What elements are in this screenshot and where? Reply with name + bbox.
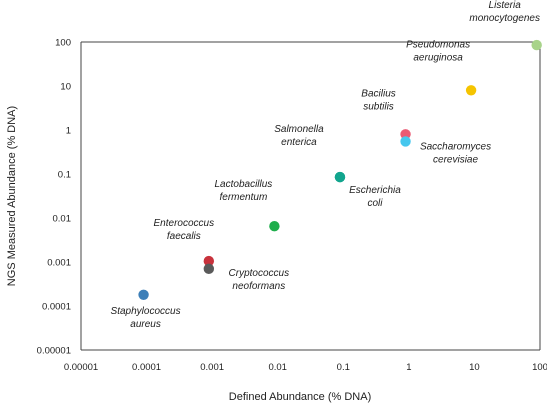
y-tick-label: 0.00001 (37, 346, 71, 357)
y-tick-label: 0.001 (47, 258, 71, 269)
data-point (400, 129, 411, 140)
y-tick-label: 0.01 (53, 214, 72, 225)
data-point (400, 136, 411, 147)
x-tick-label: 1 (406, 362, 411, 373)
x-tick-labels: 0.00001 0.0001 0.001 0.01 0.1 1 10 100 (64, 362, 547, 373)
y-tick-label: 0.1 (58, 170, 71, 181)
data-points (138, 39, 542, 300)
point-label: aureus (130, 319, 161, 330)
data-point (203, 263, 215, 275)
x-tick-label: 100 (532, 362, 547, 373)
point-label: Cryptococcus (229, 268, 290, 279)
x-tick-label: 0.001 (200, 362, 224, 373)
point-label: Lactobacillus (214, 179, 272, 190)
point-label: monocytogenes (469, 13, 540, 24)
point-label: cerevisiae (433, 154, 478, 165)
y-tick-label: 1 (66, 126, 71, 137)
x-tick-label: 10 (469, 362, 480, 373)
point-label: neoformans (232, 281, 285, 292)
x-tick-label: 0.00001 (64, 362, 98, 373)
point-label: Pseudomonas (406, 39, 470, 50)
point-label: Saccharomyces (420, 141, 491, 152)
point-label: faecalis (167, 231, 201, 242)
y-tick-label: 100 (55, 38, 71, 49)
data-point (203, 255, 215, 267)
data-point (138, 289, 149, 300)
data-point (465, 85, 477, 96)
axes (80, 41, 541, 351)
x-tick-label: 0.01 (268, 362, 287, 373)
point-label: fermentum (219, 192, 267, 203)
point-labels: Staphylococcus aureus Enterococcus faecalis… (111, 0, 540, 330)
x-tick-label: 0.0001 (132, 362, 161, 373)
data-point (269, 221, 280, 232)
data-point (334, 171, 346, 183)
point-label: Bacilius (361, 88, 395, 99)
point-label: subtilis (363, 101, 394, 112)
y-tick-label: 10 (60, 82, 71, 93)
point-label: Enterococcus (154, 218, 215, 229)
point-label: coli (367, 198, 383, 209)
x-tick-label: 0.1 (337, 362, 350, 373)
data-point (531, 39, 542, 51)
point-label: Staphylococcus (111, 306, 181, 317)
x-axis-title: Defined Abundance (% DNA) (229, 391, 371, 403)
point-label: Salmonella (274, 124, 324, 135)
point-label: Listeria (489, 0, 522, 11)
point-label: Escherichia (349, 185, 401, 196)
y-axis-title: NGS Measured Abundance (% DNA) (6, 106, 18, 286)
point-label: aeruginosa (413, 52, 463, 63)
y-tick-label: 0.0001 (42, 302, 71, 313)
point-label: enterica (281, 137, 317, 148)
y-tick-labels: 0.00001 0.0001 0.001 0.01 0.1 1 10 100 (37, 38, 71, 357)
